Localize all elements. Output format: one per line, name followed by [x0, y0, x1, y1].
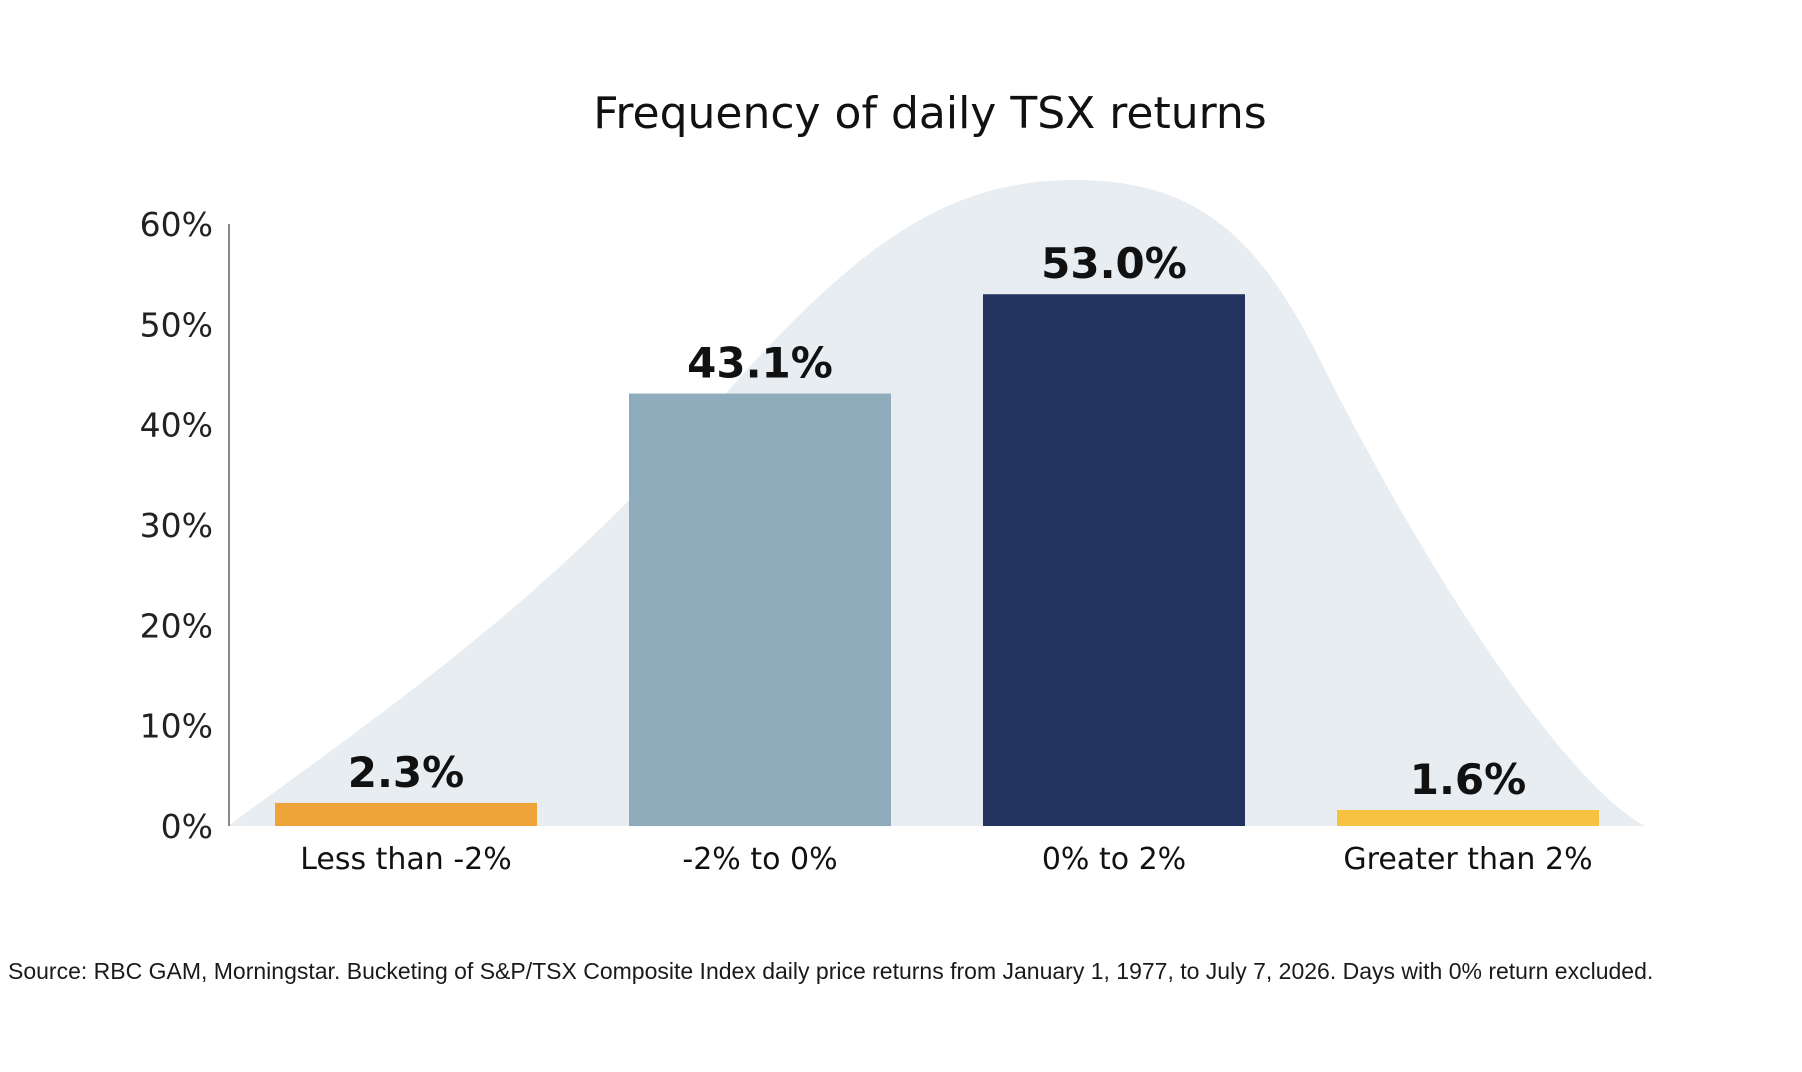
- bar: [629, 393, 891, 826]
- y-tick-label: 20%: [140, 606, 213, 645]
- category-label: 0% to 2%: [1042, 842, 1186, 877]
- category-label: Greater than 2%: [1343, 842, 1592, 877]
- bars: [275, 294, 1599, 826]
- y-axis-ticks: 0% 10% 20% 30% 40% 50% 60%: [140, 205, 213, 846]
- y-tick-label: 0%: [161, 807, 213, 846]
- y-tick-label: 60%: [140, 205, 213, 244]
- category-label: Less than -2%: [300, 842, 512, 877]
- chart-title: Frequency of daily TSX returns: [593, 88, 1266, 139]
- source-note: Source: RBC GAM, Morningstar. Bucketing …: [8, 958, 1654, 984]
- data-label: 2.3%: [348, 748, 464, 797]
- bar: [1337, 809, 1599, 826]
- category-label: -2% to 0%: [682, 842, 837, 877]
- background-bell-curve: [228, 180, 1645, 826]
- category-labels: Less than -2% -2% to 0% 0% to 2% Greater th…: [300, 842, 1592, 877]
- y-tick-label: 10%: [140, 707, 213, 746]
- y-tick-label: 40%: [140, 406, 213, 445]
- data-label: 43.1%: [687, 339, 833, 388]
- bar: [275, 802, 537, 826]
- bar: [983, 294, 1245, 826]
- y-tick-label: 30%: [140, 506, 213, 545]
- y-tick-label: 50%: [140, 305, 213, 344]
- data-label: 1.6%: [1410, 755, 1526, 804]
- data-labels: 2.3% 43.1% 53.0% 1.6%: [348, 239, 1526, 804]
- data-label: 53.0%: [1041, 239, 1187, 288]
